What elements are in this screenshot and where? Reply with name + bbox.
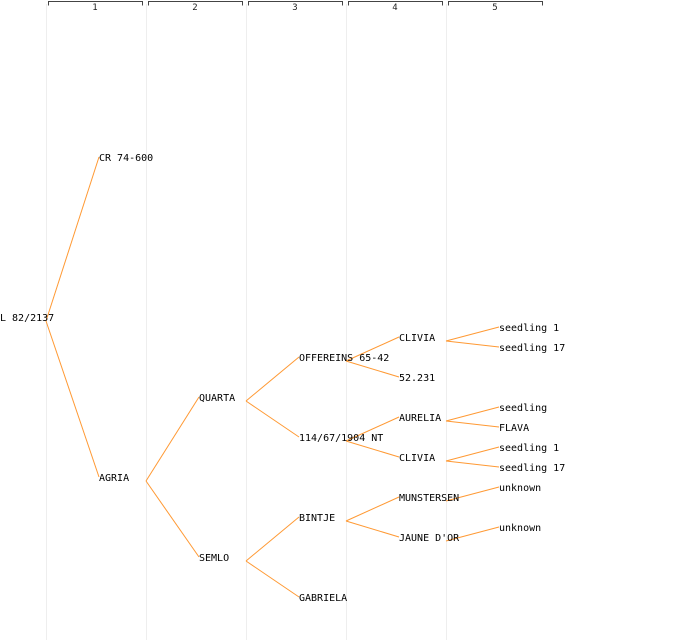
generation-number: 5 xyxy=(492,3,497,13)
node-cr-74-600: CR 74-600 xyxy=(99,153,153,164)
node-offereins-65-42: OFFEREINS 65-42 xyxy=(299,353,389,364)
pedigree-edge xyxy=(45,320,100,478)
pedigree-edge xyxy=(445,326,500,342)
generation-bracket xyxy=(348,1,443,6)
pedigree-edge xyxy=(45,156,100,322)
pedigree-edge xyxy=(445,420,500,428)
node-l-82-2137: L 82/2137 xyxy=(0,313,54,324)
generation-bracket xyxy=(148,1,243,6)
node-quarta: QUARTA xyxy=(199,393,235,404)
node-bintje: BINTJE xyxy=(299,513,335,524)
generation-header: 1 2 3 4 5 xyxy=(48,1,543,13)
pedigree-edge xyxy=(345,336,400,362)
generation-bracket xyxy=(448,1,543,6)
pedigree-edge xyxy=(445,446,500,462)
node-aurelia: AURELIA xyxy=(399,413,441,424)
pedigree-edge xyxy=(345,416,400,442)
pedigree-edge xyxy=(345,440,400,458)
pedigree-edge xyxy=(345,520,400,538)
pedigree-edge xyxy=(145,396,200,482)
node-seedling-1: seedling 1 xyxy=(499,443,559,454)
node-agria: AGRIA xyxy=(99,473,129,484)
generation-number: 4 xyxy=(392,3,397,13)
pedigree-edge xyxy=(445,486,500,502)
pedigree-edge xyxy=(345,360,400,378)
node-gabriela: GABRIELA xyxy=(299,593,347,604)
pedigree-edge xyxy=(445,406,500,422)
pedigree-edge xyxy=(245,560,300,598)
generation-bracket xyxy=(48,1,143,6)
tree-edges xyxy=(45,156,500,598)
node-seedling-17: seedling 17 xyxy=(499,463,565,474)
node-unknown: unknown xyxy=(499,483,541,494)
generation-bracket xyxy=(248,1,343,6)
node-unknown: unknown xyxy=(499,523,541,534)
pedigree-edge xyxy=(245,400,300,438)
node-munstersen: MUNSTERSEN xyxy=(399,493,459,504)
node-52-231: 52.231 xyxy=(399,373,435,384)
node-seedling-1: seedling 1 xyxy=(499,323,559,334)
pedigree-edge xyxy=(245,356,300,402)
pedigree-edge xyxy=(445,526,500,542)
node-seedling-17: seedling 17 xyxy=(499,343,565,354)
node-semlo: SEMLO xyxy=(199,553,229,564)
generation-columns xyxy=(46,4,447,640)
pedigree-edge xyxy=(245,516,300,562)
node-114-67-1904-nt: 114/67/1904 NT xyxy=(299,433,383,444)
node-flava: FLAVA xyxy=(499,423,529,434)
generation-number: 2 xyxy=(192,3,197,13)
tree-labels: L 82/2137 CR 74-600 AGRIA QUARTA OFFEREINS 6… xyxy=(0,153,565,604)
pedigree-edge xyxy=(145,480,200,558)
node-jaune-d-or: JAUNE D'OR xyxy=(399,533,460,544)
node-seedling: seedling xyxy=(499,403,547,414)
generation-number: 3 xyxy=(292,3,297,13)
generation-number: 1 xyxy=(92,3,97,13)
pedigree-edge xyxy=(445,460,500,468)
node-clivia: CLIVIA xyxy=(399,333,435,344)
pedigree-edge xyxy=(345,496,400,522)
node-clivia: CLIVIA xyxy=(399,453,435,464)
pedigree-edge xyxy=(445,340,500,348)
